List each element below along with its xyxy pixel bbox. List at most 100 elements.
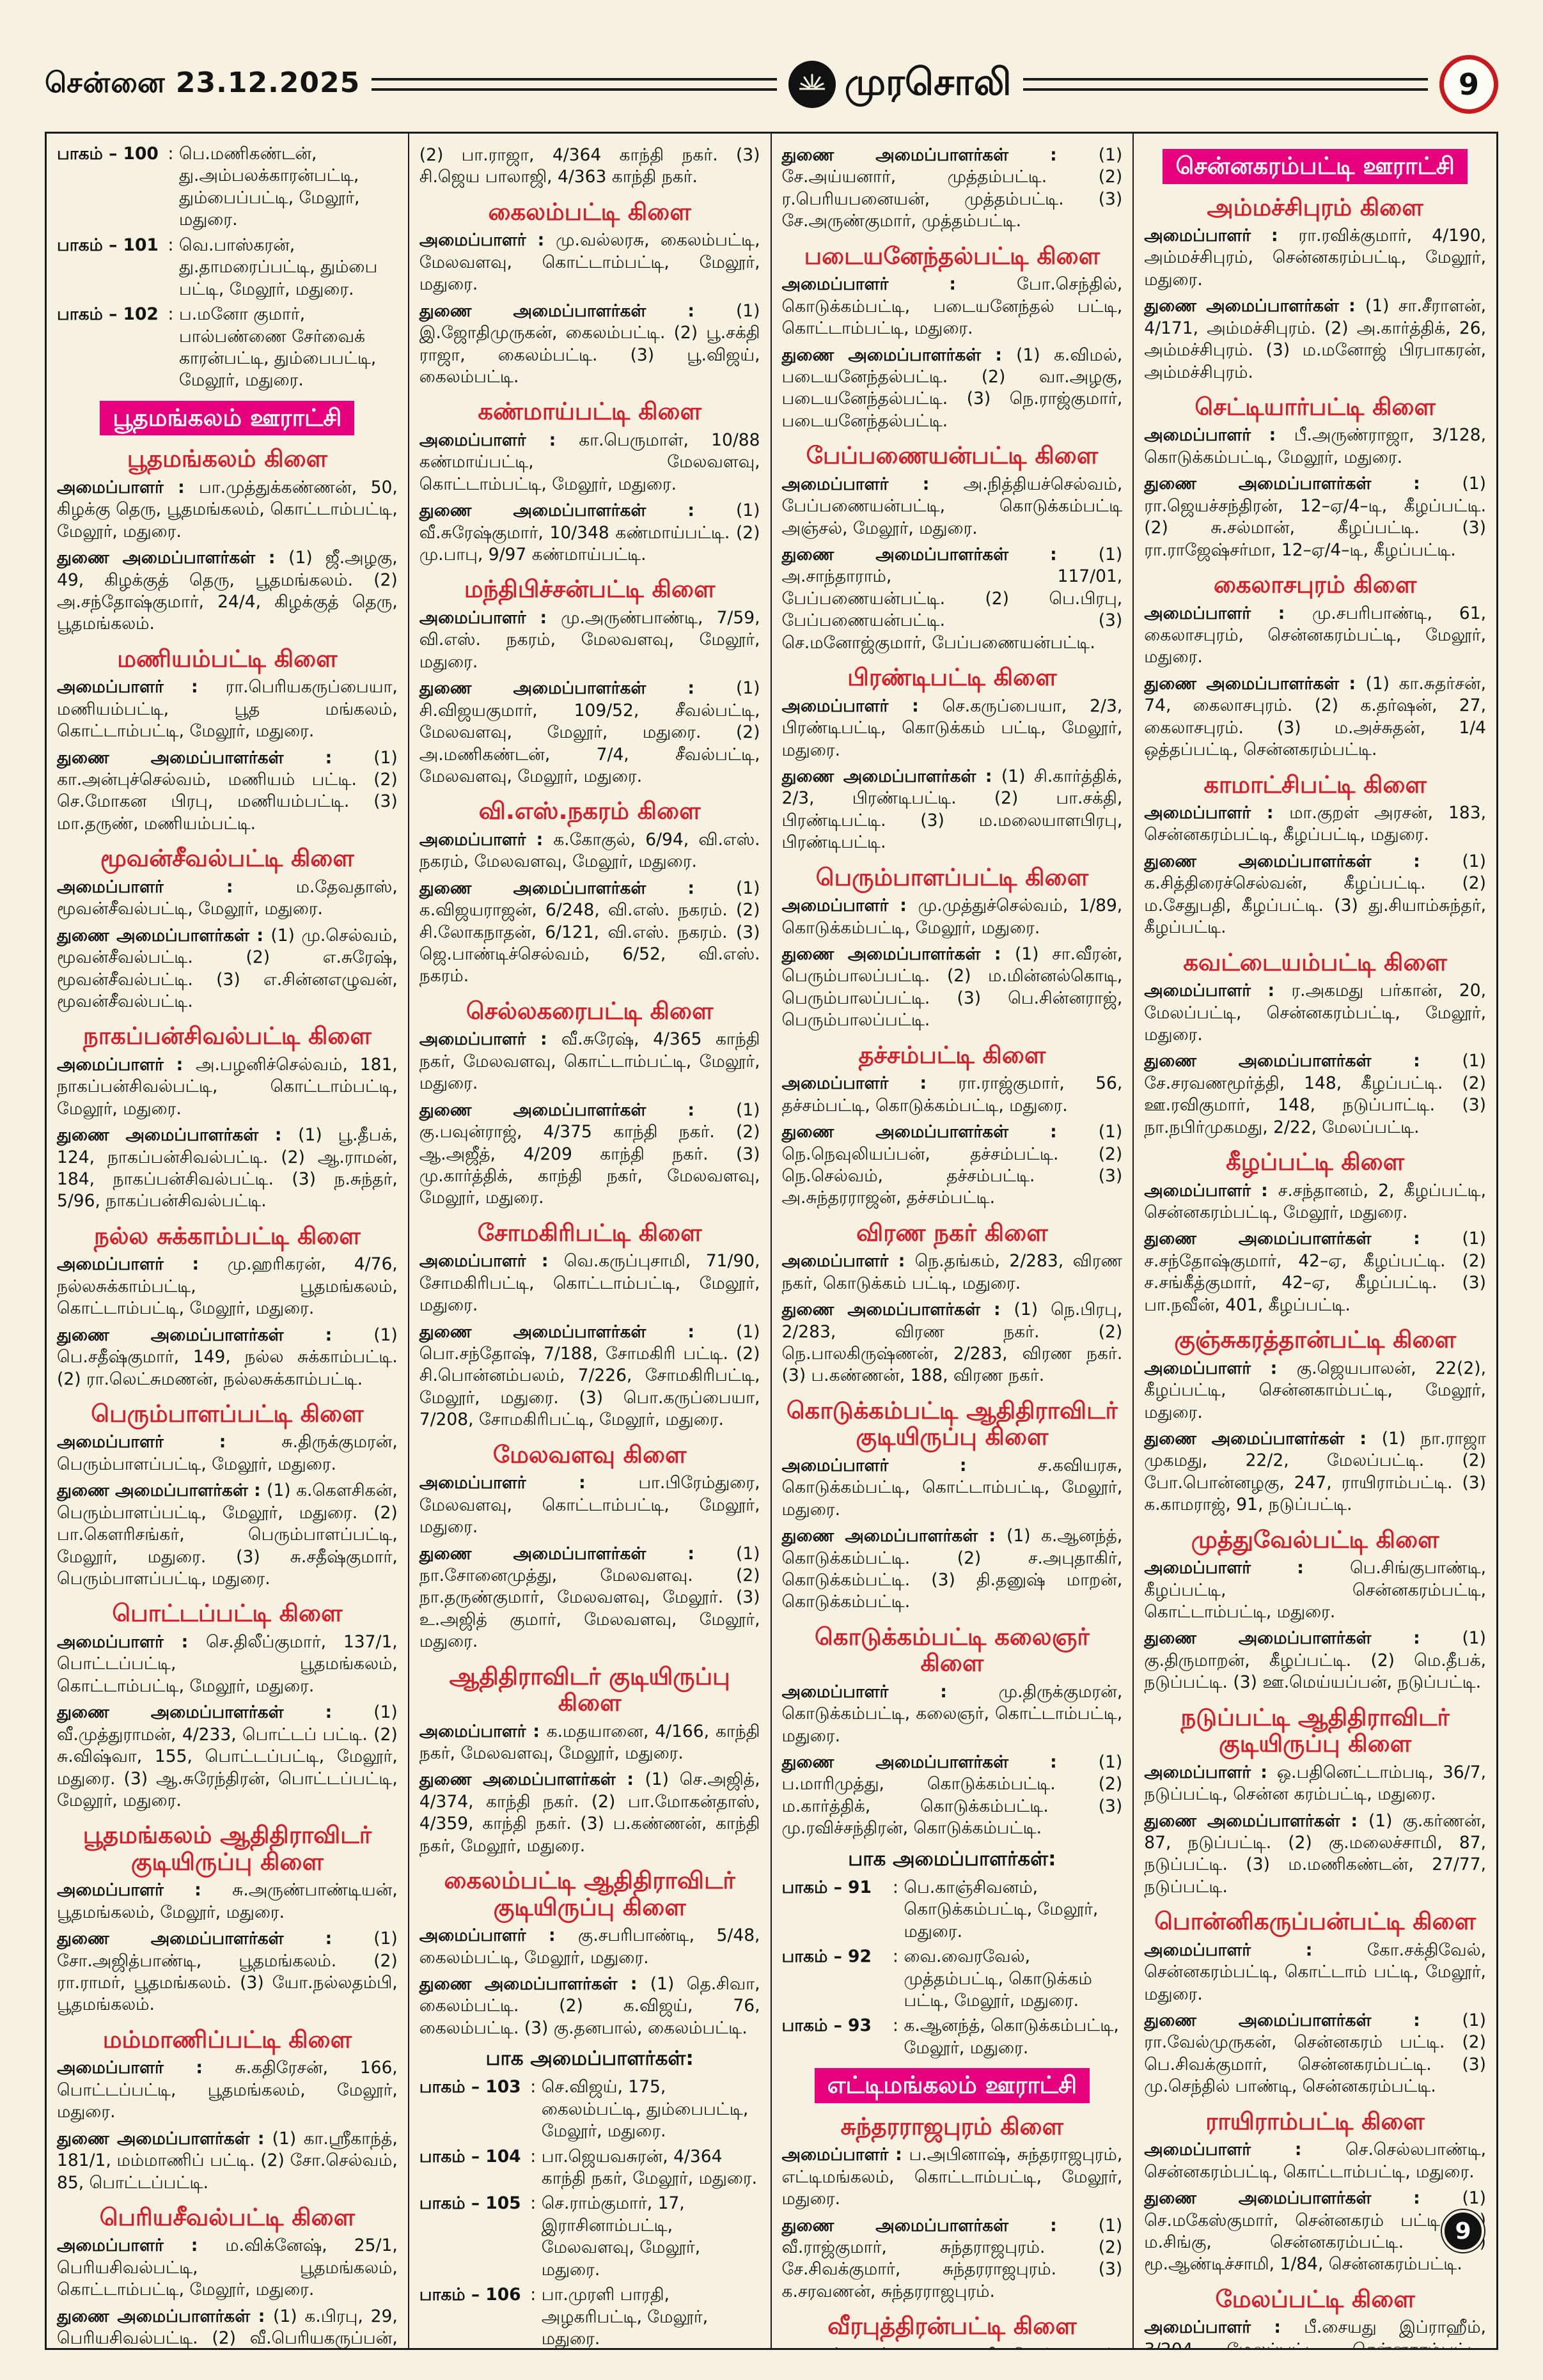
org-text: (1) பொ.சந்தோஷ், 7/188, சோமகிரி பட்டி. (2… bbox=[419, 1321, 760, 1430]
org-para: துணை அமைப்பாளர்கள் : (1) க.கௌசிகன், பெரு… bbox=[57, 1480, 398, 1590]
org-label: அமைப்பாளர் : bbox=[1144, 425, 1294, 446]
org-para: அமைப்பாளர் : மு.சபரிபாண்டி, 61, கைலாசபுர… bbox=[1144, 603, 1486, 669]
org-text: (1) ச.சந்தோஷ்குமார், 42–ஏ, கீழப்பட்டி. (… bbox=[1144, 1229, 1486, 1315]
org-label: அமைப்பாளர் : bbox=[781, 2145, 909, 2165]
org-para: துணை அமைப்பாளர்கள் : (1) க.சித்திரைச்செல… bbox=[1144, 851, 1486, 939]
org-para: துணை அமைப்பாளர்கள் : (1) சே.அய்யனார், மு… bbox=[782, 144, 1123, 233]
org-para: துணை அமைப்பாளர்கள் : (1) கா.சுதர்சன், 74… bbox=[1144, 673, 1486, 761]
org-label: அமைப்பாளர் : bbox=[1144, 603, 1312, 623]
org-text: கு.ஜெயபாலன், 22(2), கீழப்பட்டி, சென்னகாம… bbox=[1144, 1358, 1486, 1422]
org-para: அமைப்பாளர் : மா.குறள் அரசன், 183, சென்னக… bbox=[1144, 802, 1486, 846]
org-label: அமைப்பாளர் : bbox=[57, 1880, 233, 1901]
org-para: துணை அமைப்பாளர்கள் : (1) நெ.பிரபு, 2/283… bbox=[782, 1299, 1123, 1387]
org-para: அமைப்பாளர் : ஒ.பதினெட்டாம்படி, 36/7, நடு… bbox=[1144, 1762, 1486, 1806]
org-text: (1) கு.திருமாறன், கீழப்பட்டி. (2) மெ.தீப… bbox=[1144, 1628, 1486, 1693]
ward-number: பாகம் – 105 bbox=[419, 2193, 521, 2214]
org-para: துணை அமைப்பாளர்கள் : (1) தெ.சிவா, கைலம்ப… bbox=[419, 1973, 760, 2039]
org-text: பீ.சையது இப்ராஹீம், 3/204, மேலப்பட்டி, ச… bbox=[1144, 2317, 1486, 2348]
org-label: துணை அமைப்பாளர்கள் : bbox=[57, 548, 289, 568]
org-para: அமைப்பாளர் : போ.செந்தில், கொடுக்கம்பட்டி… bbox=[782, 274, 1123, 339]
org-para: அமைப்பாளர் : மு.ஹரிகரன், 4/76, நல்லசுக்க… bbox=[57, 1254, 398, 1319]
branch-heading: ஆதிதிராவிடர் குடியிருப்பு கிளை bbox=[449, 1662, 730, 1717]
org-text: ப.அபினாஷ், சுந்தராஜபுரம், எட்டிமங்கலம், … bbox=[781, 2145, 1123, 2209]
branch-heading: நாகப்பன்சிவல்பட்டி கிளை bbox=[82, 1022, 372, 1050]
org-para: அமைப்பாளர் : பா.முத்துக்கண்ணன், 50, கிழக… bbox=[57, 477, 398, 543]
ward-row: பாகம் – 93: க.ஆனந்த், கொடுக்கம்பட்டி, மேல… bbox=[782, 2015, 1123, 2059]
org-label: அமைப்பாளர் : bbox=[1144, 803, 1290, 823]
org-para: அமைப்பாளர் : நெ.தங்கம், 2/283, விரண நகர்… bbox=[782, 1250, 1123, 1295]
org-label: அமைப்பாளர் : bbox=[57, 2236, 226, 2256]
branch-heading: கவட்டையம்பட்டி கிளை bbox=[1183, 948, 1447, 976]
org-text: (1) சே.சரவணமூர்த்தி, 148, கீழப்பட்டி. (2… bbox=[1144, 1051, 1486, 1137]
ward-list-header: பாக அமைப்பாளர்கள்: bbox=[848, 1847, 1056, 1871]
org-label: துணை அமைப்பாளர்கள் : bbox=[57, 1929, 374, 1949]
org-para: துணை அமைப்பாளர்கள் : (1) பெ.சதீஷ்குமார்,… bbox=[57, 1325, 398, 1390]
org-text: (1) சி.விஜயகுமார், 109/52, சீவல்பட்டி, ம… bbox=[419, 678, 760, 786]
org-para: அமைப்பாளர் : வீ.சுரேஷ், 4/365 காந்தி நகர… bbox=[419, 1029, 760, 1094]
ward-text: செ.விஜய், 175, கைலம்பட்டி, தும்பைபட்டி, … bbox=[541, 2077, 749, 2142]
branch-heading: பேப்பணையன்பட்டி கிளை bbox=[806, 442, 1099, 470]
org-label: துணை அமைப்பாளர்கள் : bbox=[419, 878, 736, 898]
org-para: துணை அமைப்பாளர்கள் : (1) இ.ஜோதிமுருகன், … bbox=[419, 300, 760, 389]
footer-page-badge: 9 bbox=[1442, 2210, 1484, 2252]
org-label: அமைப்பாளர் : bbox=[419, 1029, 561, 1050]
ward-text: வெ.பாஸ்கரன், து.தாமரைப்பட்டி, தும்பை பட்… bbox=[179, 235, 378, 299]
branch-heading: கைலாசபுரம் கிளை bbox=[1214, 571, 1417, 599]
org-text: செ.கருப்பையா, 2/3, பிரண்டிபட்டி, கொடுக்க… bbox=[781, 696, 1123, 760]
ward-colon: : bbox=[893, 2016, 898, 2036]
org-text: மு.திருக்குமரன், கொடுக்கம்பட்டி, கலைஞர்,… bbox=[781, 1681, 1123, 1746]
org-para: அமைப்பாளர் : கா.பழனி வேல் ராஜன், எட்டிமங… bbox=[782, 2344, 1123, 2348]
org-label: அமைப்பாளர் : bbox=[1144, 2317, 1304, 2338]
org-label: அமைப்பாளர் : bbox=[781, 274, 1017, 295]
org-para: அமைப்பாளர் : அ.நித்தியச்செல்வம், பேப்பணை… bbox=[782, 474, 1123, 540]
branch-heading: முத்துவேல்பட்டி கிளை bbox=[1191, 1525, 1439, 1553]
org-label: துணை அமைப்பாளர்கள் : bbox=[419, 1321, 736, 1342]
header-rule-right bbox=[1022, 78, 1429, 91]
org-label: துணை அமைப்பாளர்கள் : bbox=[419, 1769, 645, 1790]
org-para: துணை அமைப்பாளர்கள் : (1) கா.ஸ்ரீகாந்த், … bbox=[57, 2128, 398, 2194]
org-para: துணை அமைப்பாளர்கள் : (1) சி.விஜயகுமார், … bbox=[419, 678, 760, 788]
ward-row: பாகம் – 104: பா.ஜெயவசுரன், 4/364 காந்தி ந… bbox=[419, 2146, 760, 2190]
org-text: ரா.ராஜ்குமார், 56, தச்சம்பட்டி, கொடுக்கம… bbox=[781, 1073, 1123, 1116]
org-text: (1) வீ.முத்துராமன், 4/233, பொட்டப் பட்டி… bbox=[57, 1702, 398, 1810]
org-label: அமைப்பாளர் : bbox=[1144, 1558, 1351, 1578]
org-label: அமைப்பாளர் : bbox=[419, 430, 579, 450]
ward-row: பாகம் – 105: செ.ராம்குமார், 17, இராசினாம்… bbox=[419, 2193, 760, 2281]
org-text: (1) கா.அன்புச்செல்வம், மணியம் பட்டி. (2)… bbox=[57, 747, 398, 834]
ward-row: பாகம் – 91: பெ.காஞ்சிவனம், கொடுக்கம்பட்டி… bbox=[782, 1877, 1123, 1943]
ward-row: பாகம் – 102: ப.மனோ குமார், பால்பண்ணை சேர்… bbox=[57, 304, 398, 392]
ward-colon: : bbox=[168, 144, 174, 164]
branch-heading: மம்மாணிப்பட்டி கிளை bbox=[102, 2025, 352, 2053]
org-text: மா.குறள் அரசன், 183, சென்னகரம்பட்டி, கீழ… bbox=[1144, 803, 1486, 845]
org-label: அமைப்பாளர் : bbox=[419, 1251, 564, 1272]
org-para: துணை அமைப்பாளர்கள் : (1) கா.அன்புச்செல்வ… bbox=[57, 747, 398, 836]
org-para: அமைப்பாளர் : அ.பழனிச்செல்வம், 181, நாகப்… bbox=[57, 1054, 398, 1120]
org-text: மு.சபரிபாண்டி, 61, கைலாசபுரம், சென்னகரம்… bbox=[1144, 603, 1486, 667]
branch-heading: செல்லகரைபட்டி கிளை bbox=[466, 997, 714, 1025]
org-para: அமைப்பாளர் : ரா.ராஜ்குமார், 56, தச்சம்பட… bbox=[782, 1073, 1123, 1117]
branch-heading: அம்மச்சிபுரம் கிளை bbox=[1207, 193, 1423, 221]
org-para: அமைப்பாளர் : சு.கதிரேசன், 166, பொட்டப்பட… bbox=[57, 2057, 398, 2123]
org-label: துணை அமைப்பாளர்கள் : bbox=[419, 1100, 736, 1120]
org-label: துணை அமைப்பாளர்கள் : bbox=[781, 1122, 1099, 1142]
org-label: துணை அமைப்பாளர்கள் : bbox=[1144, 851, 1462, 871]
org-para: அமைப்பாளர் : ரா.ரவிக்குமார், 4/190, அம்ம… bbox=[1144, 225, 1486, 291]
org-label: துணை அமைப்பாளர்கள் : bbox=[57, 747, 374, 768]
org-label: அமைப்பாளர் : bbox=[57, 477, 200, 497]
org-para: துணை அமைப்பாளர்கள் : (1) க.விஜயராஜன், 6/… bbox=[419, 878, 760, 988]
org-para: அமைப்பாளர் : கு.ஜெயபாலன், 22(2), கீழப்பட… bbox=[1144, 1358, 1486, 1424]
org-label: அமைப்பாளர் : bbox=[57, 876, 296, 897]
branch-heading: ராயிராம்பட்டி கிளை bbox=[1205, 2107, 1425, 2135]
org-text: கா.பழனி வேல் ராஜன், எட்டிமங்கலம், கொட்டா… bbox=[782, 2345, 1123, 2348]
panchayat-banner: பூதமங்கலம் ஊராட்சி bbox=[100, 400, 355, 436]
branch-heading: பொன்னிகருப்பன்பட்டி கிளை bbox=[1154, 1908, 1476, 1936]
org-text: (1) ரா.வேல்முருகன், சென்னகரம் பட்டி. (2)… bbox=[1144, 2011, 1486, 2097]
org-text: செ.செல்லபாண்டி, சென்னகரம்பட்டி, கொட்டாம்… bbox=[1144, 2140, 1486, 2182]
news-column-2: (2) பா.ராஜா, 4/364 காந்தி நகர். (3) சி.ஜ… bbox=[409, 134, 772, 2348]
org-label: துணை அமைப்பாளர்கள் : bbox=[1144, 296, 1365, 316]
branch-heading: பெரும்பாளப்பட்டி கிளை bbox=[91, 1399, 364, 1427]
org-text: (1) நா.சோனைமுத்து, மேலவளவு. (2) நா.தருண்… bbox=[419, 1543, 760, 1652]
branch-heading: குஞ்சுகரத்தான்பட்டி கிளை bbox=[1174, 1326, 1457, 1354]
org-label: அமைப்பாளர் : bbox=[419, 1925, 578, 1946]
org-text: (1) கா.சுதர்சன், 74, கைலாசபுரம். (2) க.த… bbox=[1144, 673, 1486, 760]
